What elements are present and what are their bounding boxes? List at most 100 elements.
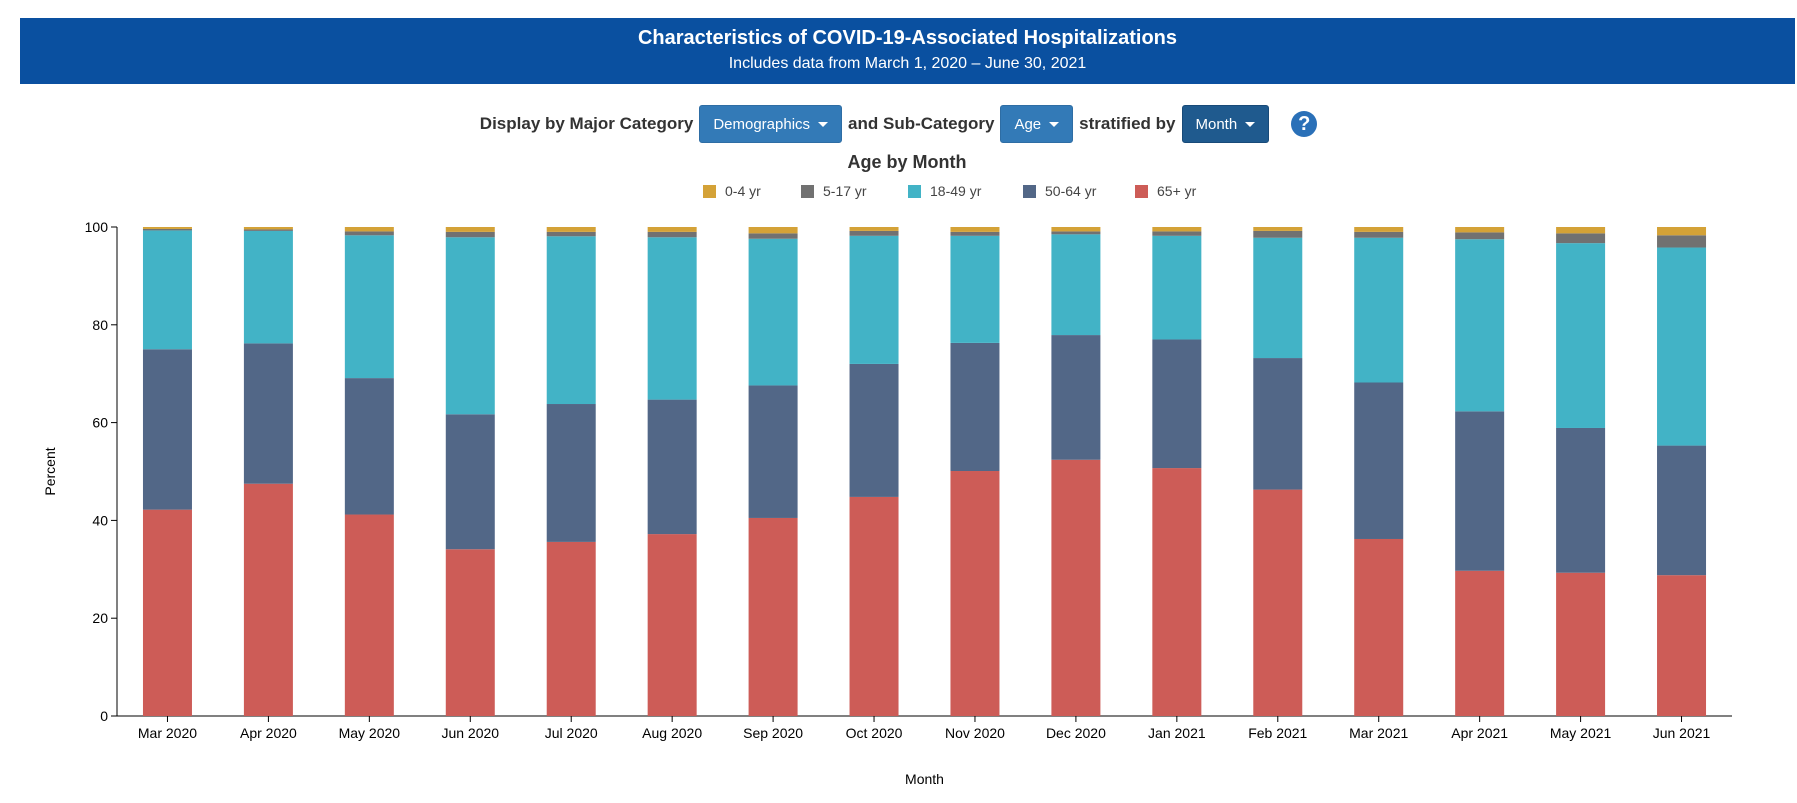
legend-swatch	[908, 185, 921, 198]
bar-segment	[1051, 459, 1101, 716]
x-tick-label: Jun 2020	[441, 725, 499, 741]
bar-segment	[1556, 427, 1606, 573]
major-category-value: Demographics	[713, 115, 811, 133]
x-tick-label: Jul 2020	[545, 725, 598, 741]
bar-segment	[1051, 234, 1101, 336]
bar-segment	[1657, 235, 1707, 248]
bar-segment	[1455, 227, 1505, 233]
bar-segment	[142, 509, 192, 716]
x-tick-label: Apr 2021	[1451, 725, 1508, 741]
y-tick-label: 100	[85, 219, 109, 235]
bar-segment	[1455, 232, 1505, 240]
bar-segment	[243, 230, 293, 344]
bar-segment	[344, 231, 394, 236]
page-banner: Characteristics of COVID-19-Associated H…	[20, 18, 1795, 84]
bar-segment	[445, 231, 495, 238]
bar-segment	[748, 227, 798, 234]
chart-controls: Display by Major Category Demographics a…	[0, 105, 1797, 143]
bar-segment	[1354, 237, 1404, 383]
y-axis-label: Percent	[42, 447, 58, 495]
x-tick-label: Feb 2021	[1248, 725, 1307, 741]
legend-swatch	[1135, 185, 1148, 198]
stacked-bar-chart: Age by Month 0-4 yr 5-17 yr 18-49 yr 50-64 y…	[42, 152, 1732, 787]
bar-segment	[950, 235, 1000, 343]
major-category-dropdown[interactable]: Demographics	[699, 105, 843, 143]
legend-label: 50-64 yr	[1045, 183, 1097, 199]
bar-segment	[1657, 227, 1707, 236]
bar-segment	[1051, 231, 1101, 235]
bar-segment	[849, 235, 899, 364]
bar-segment	[344, 227, 394, 232]
bar-segment	[1152, 339, 1202, 469]
bar-segment	[1455, 239, 1505, 412]
bar-segment	[849, 230, 899, 236]
legend-swatch	[703, 185, 716, 198]
bar-segment	[445, 227, 495, 232]
bar-segment	[1455, 570, 1505, 716]
bar-segment	[546, 231, 596, 237]
bar-segment	[849, 363, 899, 497]
bar-segment	[950, 227, 1000, 232]
caret-down-icon	[1049, 121, 1060, 127]
bar-segment	[344, 514, 394, 716]
bar-segment	[445, 549, 495, 716]
x-tick-label: Mar 2021	[1349, 725, 1408, 741]
x-tick-label: Apr 2020	[240, 725, 297, 741]
bar-segment	[950, 471, 1000, 716]
bar-segment	[1152, 227, 1202, 232]
bar-segment	[1354, 227, 1404, 232]
bar-segment	[142, 230, 192, 350]
bar-segment	[142, 227, 192, 229]
bar-segment	[1152, 231, 1202, 236]
bar-segment	[243, 483, 293, 716]
bar-segment	[849, 227, 899, 231]
x-tick-label: Mar 2020	[138, 725, 197, 741]
bar-segment	[1556, 227, 1606, 234]
bar-segment	[950, 231, 1000, 236]
help-icon[interactable]: ?	[1291, 111, 1318, 137]
bar-segment	[344, 378, 394, 515]
bar-segment	[1354, 538, 1404, 716]
bar-segment	[647, 231, 697, 238]
bar-segment	[647, 227, 697, 232]
bar-segment	[1253, 489, 1303, 716]
bar-segment	[950, 342, 1000, 472]
bar-segment	[1253, 230, 1303, 238]
bar-segment	[1152, 235, 1202, 340]
bar-segment	[243, 343, 293, 484]
bar-segment	[1253, 227, 1303, 231]
y-tick-label: 60	[92, 415, 108, 431]
caret-down-icon	[818, 121, 829, 127]
x-tick-label: Jun 2021	[1653, 725, 1711, 741]
x-tick-label: Jan 2021	[1148, 725, 1206, 741]
bar-segment	[1051, 227, 1101, 232]
bar-segment	[748, 385, 798, 518]
x-tick-label: Sep 2020	[743, 725, 803, 741]
bar-segment	[647, 399, 697, 535]
stratified-by-label: stratified by	[1079, 114, 1176, 133]
bar-segment	[1152, 468, 1202, 716]
bar-segment	[1556, 233, 1606, 244]
bar-segment	[243, 227, 293, 230]
bar-segment	[243, 229, 293, 231]
bar-segment	[1253, 358, 1303, 490]
y-tick-label: 20	[92, 610, 108, 626]
bar-segment	[1455, 411, 1505, 571]
bar-segment	[445, 237, 495, 415]
sub-category-value: Age	[1014, 115, 1042, 133]
stratified-by-value: Month	[1195, 115, 1238, 133]
sub-category-dropdown[interactable]: Age	[1000, 105, 1074, 143]
bar-segment	[546, 236, 596, 405]
bar-segment	[748, 238, 798, 386]
bar-segment	[142, 349, 192, 510]
legend-label: 65+ yr	[1157, 183, 1197, 199]
x-tick-label: May 2020	[339, 725, 401, 741]
bar-segment	[748, 517, 798, 716]
legend-swatch	[1023, 185, 1036, 198]
x-axis-label: Month	[905, 771, 944, 787]
y-tick-label: 0	[100, 708, 108, 724]
x-tick-label: Dec 2020	[1046, 725, 1106, 741]
stratified-by-dropdown[interactable]: Month	[1181, 105, 1270, 143]
chart-title: Age by Month	[848, 152, 967, 172]
bar-segment	[1556, 572, 1606, 716]
